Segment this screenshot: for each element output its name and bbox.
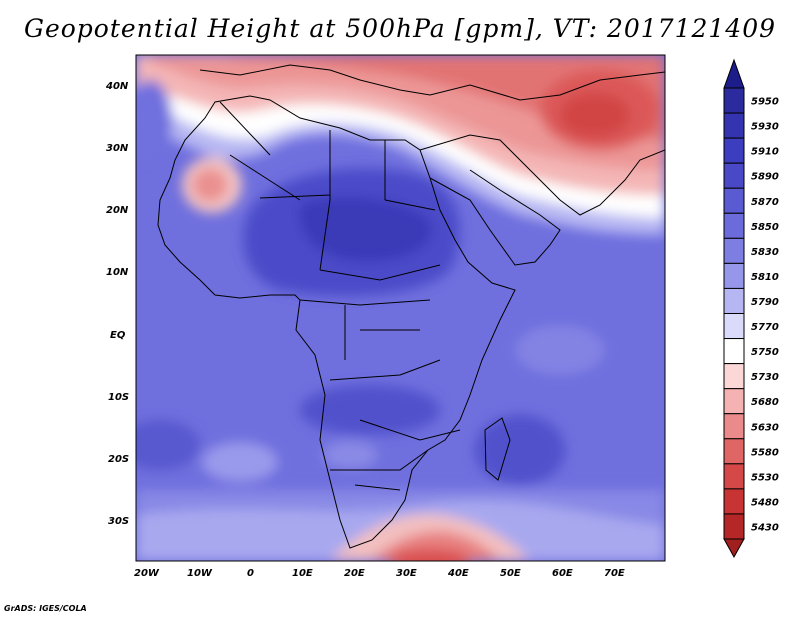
colorbar-swatch — [723, 287, 745, 315]
lon-label: 0 — [247, 568, 254, 579]
colorbar-label: 5750 — [751, 347, 779, 358]
colorbar-swatch — [723, 388, 745, 415]
colorbar-swatch — [723, 338, 745, 365]
colorbar-label: 5580 — [751, 447, 779, 458]
colorbar-label: 5890 — [751, 172, 779, 183]
lat-label: EQ — [110, 330, 126, 341]
lat-label: 30N — [106, 143, 129, 154]
colorbar-swatch — [723, 112, 745, 139]
lon-label: 20E — [344, 568, 365, 579]
colorbar-label: 5530 — [751, 472, 779, 483]
colorbar-swatch — [723, 488, 745, 515]
colorbar-label: 5870 — [751, 197, 779, 208]
map-title: Geopotential Height at 500hPa [gpm], VT:… — [23, 14, 777, 43]
colorbar-label: 5830 — [751, 247, 779, 258]
lon-label: 10E — [292, 568, 313, 579]
geopotential-height-field — [136, 55, 665, 561]
colorbar-label: 5480 — [751, 497, 779, 508]
colorbar-label: 5770 — [751, 322, 779, 333]
colorbar-label: 5730 — [751, 372, 779, 383]
colorbar-label: 5630 — [751, 422, 779, 433]
lon-label: 30E — [396, 568, 417, 579]
lat-label: 20S — [108, 454, 129, 465]
colorbar-swatch — [723, 237, 745, 264]
lat-label: 30S — [108, 516, 129, 527]
map-frame — [135, 54, 666, 562]
colorbar-label: 5810 — [751, 272, 779, 283]
lon-label: 40E — [447, 568, 469, 579]
colorbar-bottom-triangle — [723, 538, 745, 559]
colorbar-label: 5910 — [751, 147, 779, 158]
longitude-labels: 20W 10W 0 10E 20E 30E 40E 50E 60E 70E — [134, 568, 625, 579]
colorbar-swatch — [723, 262, 745, 289]
coastlines-and-borders — [157, 64, 665, 549]
colorbar-swatch — [723, 162, 745, 189]
colorbar-label: 5680 — [751, 397, 779, 408]
colorbar-swatch — [723, 363, 745, 390]
lon-label: 10W — [187, 568, 213, 579]
lon-label: 70E — [604, 568, 625, 579]
grads-credit: GrADS: IGES/COLA — [4, 604, 87, 613]
lat-label: 40N — [105, 81, 129, 92]
colorbar-label: 5950 — [751, 97, 779, 108]
lon-label: 20W — [134, 568, 160, 579]
colorbar-swatch — [723, 212, 745, 239]
colorbar-swatch — [723, 438, 745, 465]
colorbar-swatch — [723, 513, 745, 540]
latitude-labels: 40N 30N 20N 10N EQ 10S 20S 30S — [105, 81, 129, 527]
lon-label: 60E — [552, 568, 573, 579]
colorbar-swatch — [723, 413, 745, 440]
lat-label: 10S — [108, 392, 129, 403]
colorbar: 5950 5930 5910 5890 5870 5850 5830 5810 5790 5770… — [723, 58, 779, 559]
lat-label: 10N — [106, 267, 129, 278]
colorbar-label: 5430 — [751, 522, 779, 533]
lat-label: 20N — [106, 205, 129, 216]
colorbar-label: 5850 — [751, 222, 779, 233]
colorbar-swatch — [723, 187, 745, 214]
colorbar-label: 5930 — [751, 122, 779, 133]
colorbar-swatch — [723, 137, 745, 164]
colorbar-swatch — [723, 313, 745, 340]
lon-label: 50E — [500, 568, 521, 579]
colorbar-swatch — [723, 87, 745, 114]
colorbar-top-triangle — [723, 58, 745, 89]
colorbar-swatch — [723, 463, 745, 490]
colorbar-label: 5790 — [751, 297, 779, 308]
